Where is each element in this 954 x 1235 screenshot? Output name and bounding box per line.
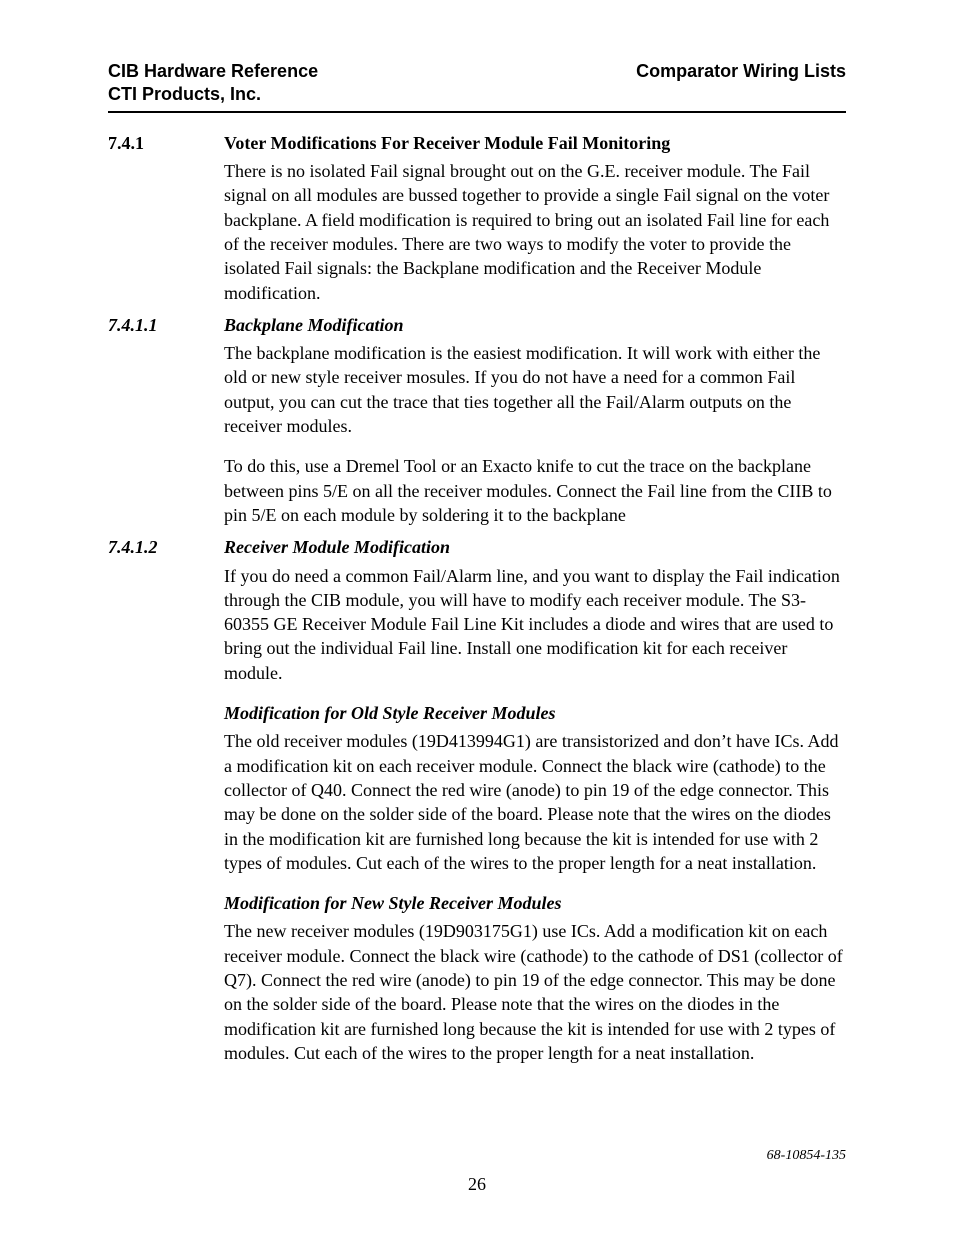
header-company: CTI Products, Inc.: [108, 83, 318, 106]
section-7-4-1-2: 7.4.1.2 Receiver Module Modification If …: [108, 535, 846, 1065]
section-body: Receiver Module Modification If you do n…: [224, 535, 846, 1065]
body-paragraph: If you do need a common Fail/Alarm line,…: [224, 564, 846, 685]
subsection-title-new: Modification for New Style Receiver Modu…: [224, 891, 846, 915]
section-7-4-1: 7.4.1 Voter Modifications For Receiver M…: [108, 131, 846, 305]
section-body: Backplane Modification The backplane mod…: [224, 313, 846, 527]
body-paragraph: The old receiver modules (19D413994G1) a…: [224, 729, 846, 875]
section-7-4-1-1: 7.4.1.1 Backplane Modification The backp…: [108, 313, 846, 527]
footer-page-number: 26: [108, 1174, 846, 1195]
subsection-title-old: Modification for Old Style Receiver Modu…: [224, 701, 846, 725]
section-title: Voter Modifications For Receiver Module …: [224, 131, 846, 155]
body-paragraph: To do this, use a Dremel Tool or an Exac…: [224, 454, 846, 527]
header-section-title: Comparator Wiring Lists: [636, 60, 846, 83]
running-header: CIB Hardware Reference CTI Products, Inc…: [108, 60, 846, 107]
section-title: Receiver Module Modification: [224, 535, 846, 559]
section-number: 7.4.1: [108, 131, 224, 155]
header-right: Comparator Wiring Lists: [636, 60, 846, 107]
section-body: Voter Modifications For Receiver Module …: [224, 131, 846, 305]
body-paragraph: The backplane modification is the easies…: [224, 341, 846, 438]
header-rule: [108, 111, 846, 113]
body-paragraph: The new receiver modules (19D903175G1) u…: [224, 919, 846, 1065]
footer-doc-id: 68-10854-135: [108, 1148, 846, 1164]
document-page: CIB Hardware Reference CTI Products, Inc…: [0, 0, 954, 1235]
body-paragraph: There is no isolated Fail signal brought…: [224, 159, 846, 305]
header-doc-title: CIB Hardware Reference: [108, 60, 318, 83]
section-title: Backplane Modification: [224, 313, 846, 337]
section-number: 7.4.1.2: [108, 535, 224, 559]
header-left: CIB Hardware Reference CTI Products, Inc…: [108, 60, 318, 107]
section-number: 7.4.1.1: [108, 313, 224, 337]
page-footer: 68-10854-135 26: [108, 1148, 846, 1195]
